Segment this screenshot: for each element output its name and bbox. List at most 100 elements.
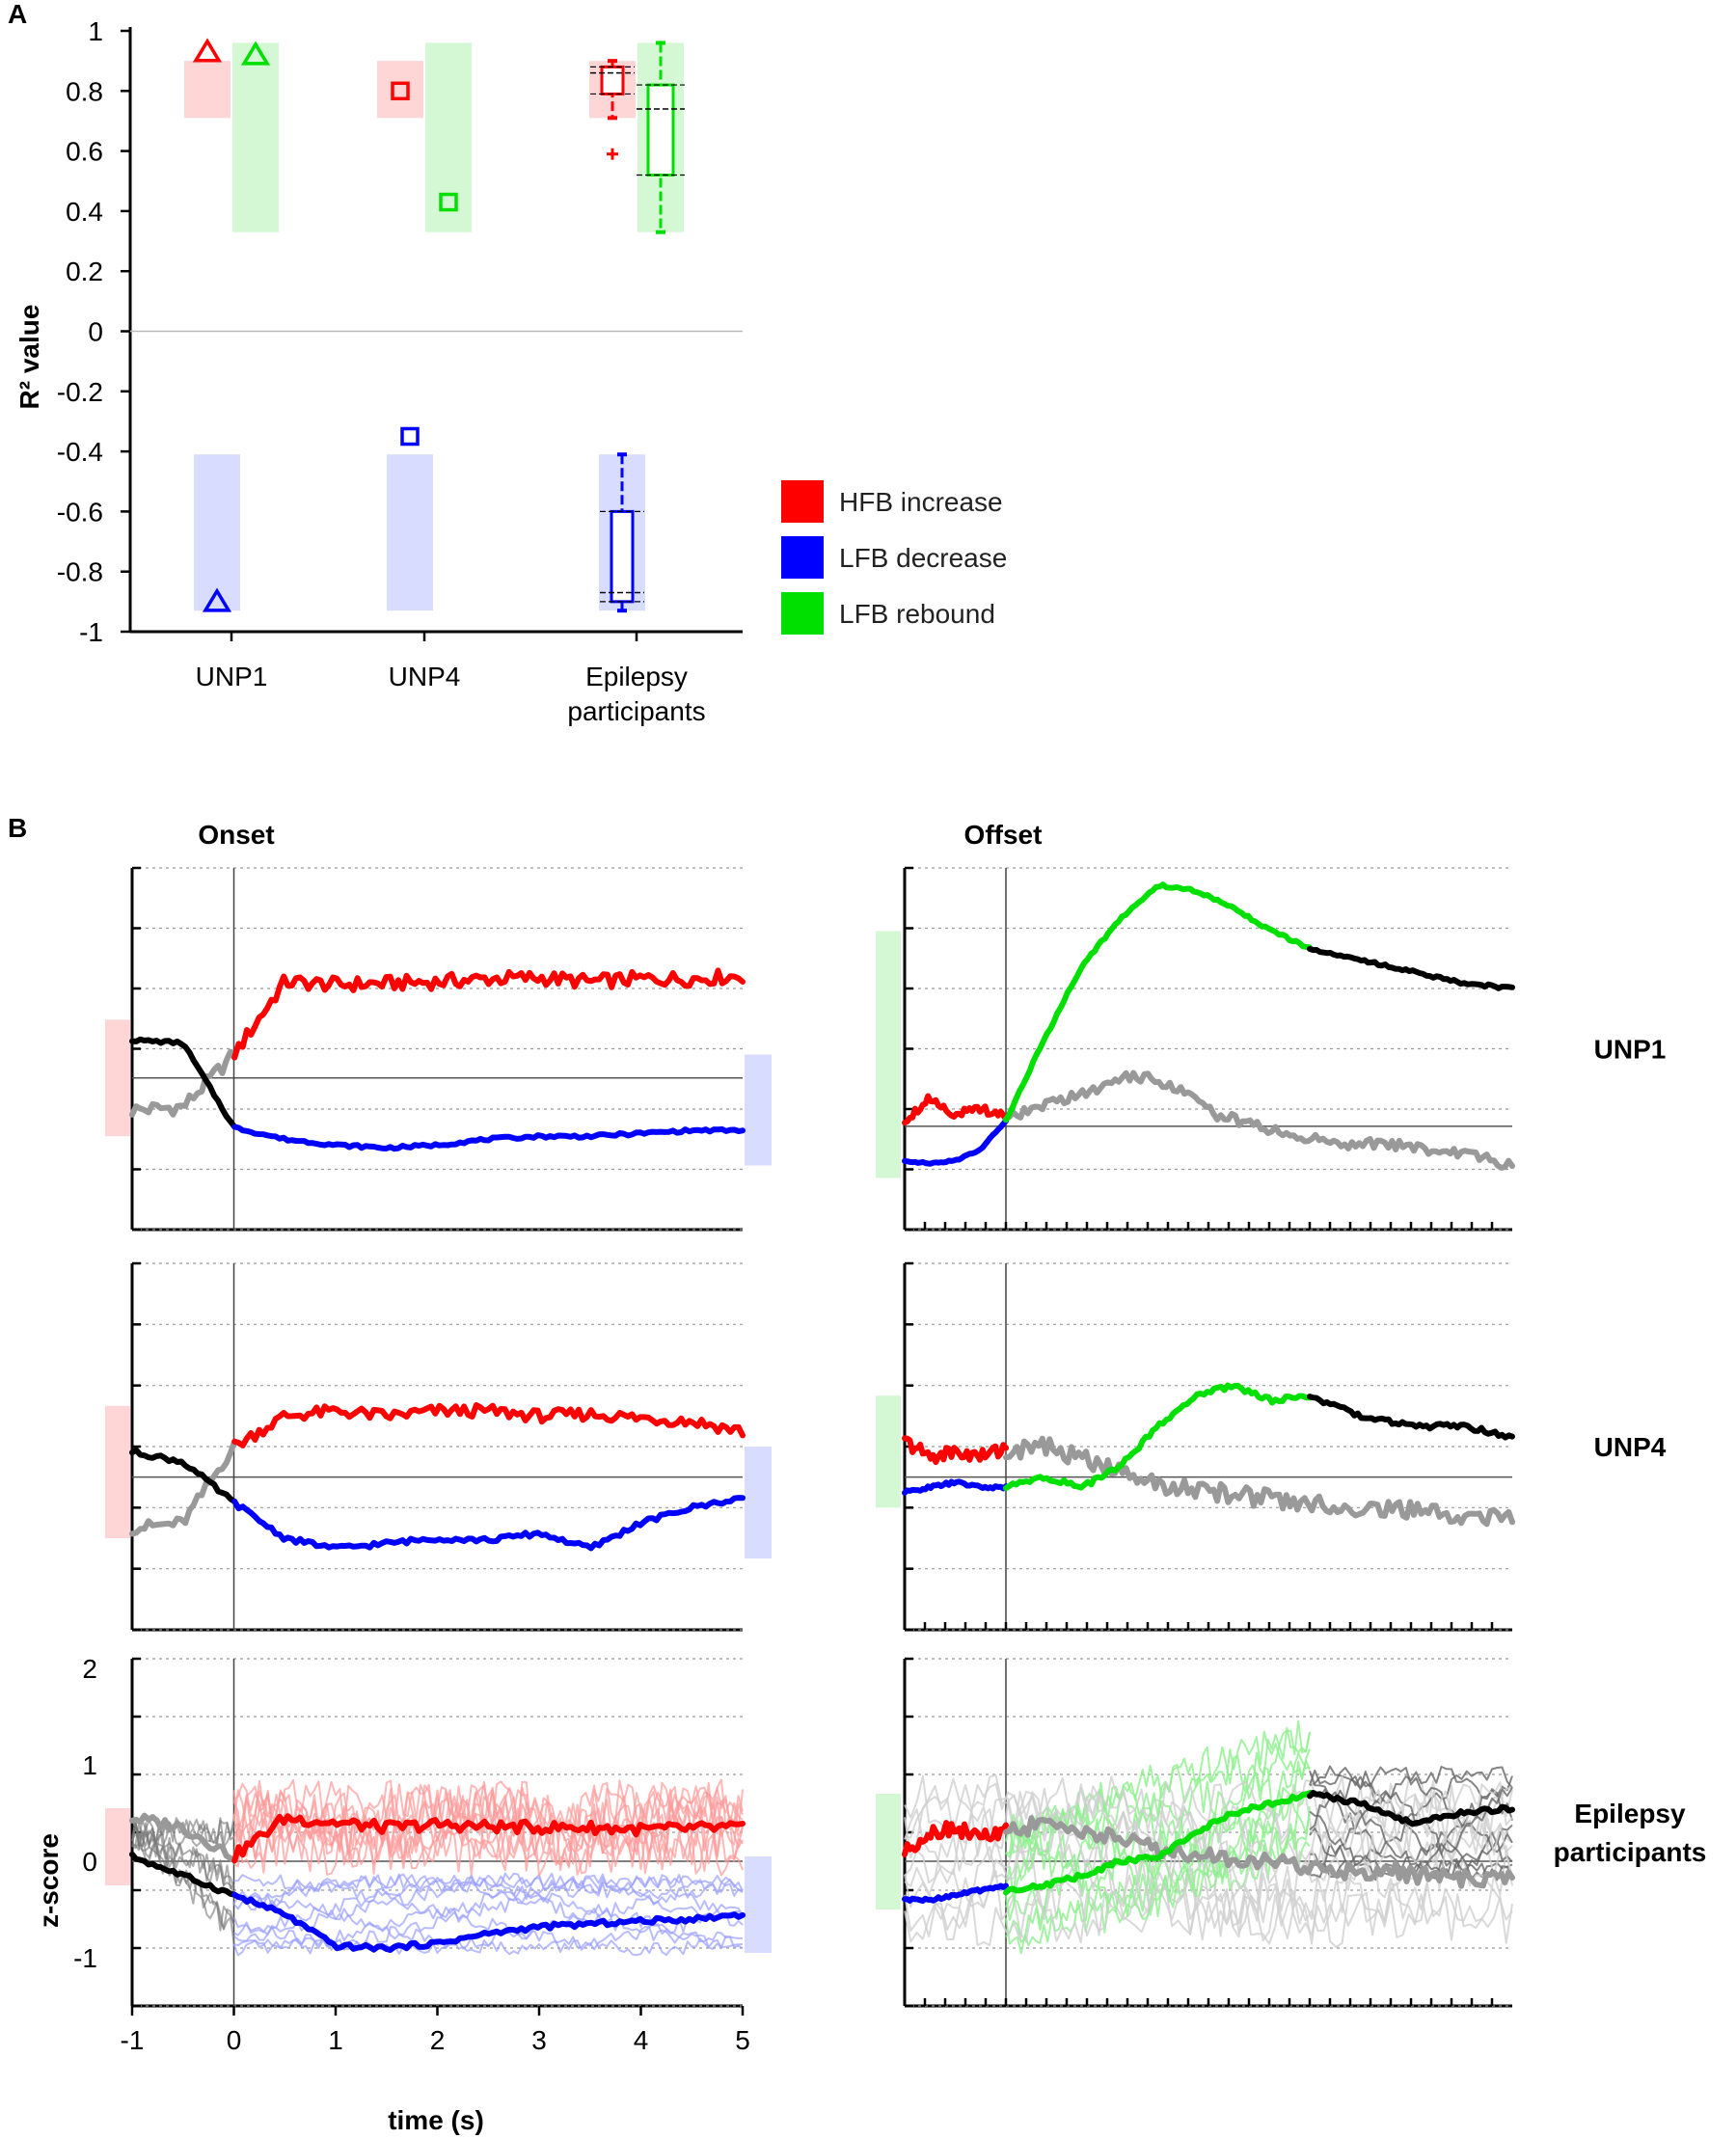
y-tick-label: 0.6 bbox=[66, 137, 103, 167]
panel-b-plot: Onset Offset time (s) z-score UNP1 UNP4 -1… bbox=[34, 820, 1706, 2135]
offset-subplot bbox=[876, 1657, 1515, 2008]
hfb-pre-trace bbox=[129, 1438, 238, 1537]
legend-label: LFB decrease bbox=[839, 543, 1007, 573]
lfb-pre-trace bbox=[129, 1036, 238, 1130]
legend-swatch bbox=[781, 480, 824, 523]
rebound-trace bbox=[1003, 1382, 1313, 1491]
participant-trace bbox=[1005, 1763, 1311, 1943]
onset-subplot bbox=[105, 866, 772, 1232]
hfb-trace bbox=[231, 1813, 746, 1864]
y-tick-label: -0.4 bbox=[57, 437, 103, 467]
legend-swatch bbox=[781, 592, 824, 635]
lfb-pre-offset-trace bbox=[902, 1478, 1009, 1496]
category-label: UNP1 bbox=[196, 662, 268, 691]
hfb-pre-offset-trace bbox=[902, 1820, 1009, 1857]
hfb-after-offset-trace bbox=[1003, 1070, 1515, 1171]
range-band bbox=[425, 42, 472, 232]
panel-a-label: A bbox=[8, 0, 27, 29]
rebound-trace bbox=[1003, 1790, 1313, 1896]
category-label: Epilepsy bbox=[585, 662, 688, 691]
hfb-trace bbox=[231, 1402, 746, 1449]
y-tick-label: 0.4 bbox=[66, 197, 103, 227]
participant-trace bbox=[233, 1874, 744, 1955]
range-band-rebound bbox=[876, 931, 901, 1178]
hfb-pre-offset-trace bbox=[902, 1435, 1009, 1466]
offset-subplot bbox=[876, 1261, 1515, 1632]
participant-trace bbox=[904, 1773, 1513, 1936]
range-band bbox=[194, 454, 240, 611]
hfb-pre-trace bbox=[129, 1048, 238, 1118]
category-label: participants bbox=[567, 696, 705, 726]
row-label: Epilepsy bbox=[1574, 1799, 1686, 1828]
hfb-after-offset-trace bbox=[1003, 1815, 1515, 1889]
square-marker bbox=[400, 426, 420, 447]
onset-subplot: -1 0 1 2 3 4 5 2 1 0 -1 bbox=[73, 1654, 772, 2055]
y-tick-label: 1 bbox=[82, 1750, 97, 1780]
lfb-pre-trace bbox=[129, 1447, 238, 1504]
participant-trace bbox=[1005, 1719, 1311, 1920]
y-tick-label: -1 bbox=[79, 617, 103, 647]
range-band-hfb bbox=[105, 1405, 130, 1538]
y-tick-label: -1 bbox=[73, 1943, 97, 1973]
participant-trace bbox=[233, 1874, 743, 1957]
participant-trace bbox=[1309, 1786, 1513, 1878]
box bbox=[600, 65, 625, 95]
x-tick-label: 5 bbox=[735, 2025, 750, 2055]
range-band-lfb bbox=[745, 1447, 772, 1559]
rebound-late-trace bbox=[1307, 1394, 1515, 1441]
row-label: UNP1 bbox=[1594, 1035, 1667, 1065]
square-marker bbox=[391, 81, 410, 101]
participant-trace bbox=[1005, 1730, 1311, 1934]
x-tick-label: -1 bbox=[121, 2025, 145, 2055]
offset-title: Offset bbox=[964, 820, 1043, 850]
lfb-trace bbox=[231, 1891, 746, 1953]
legend-label: HFB increase bbox=[839, 487, 1003, 517]
row-label: UNP4 bbox=[1594, 1432, 1667, 1462]
range-band-hfb bbox=[105, 1019, 130, 1137]
participant-trace bbox=[232, 1782, 744, 1875]
participant-trace bbox=[232, 1879, 744, 1955]
range-band-rebound bbox=[876, 1395, 901, 1508]
x-tick-label: 4 bbox=[634, 2025, 649, 2055]
box bbox=[610, 509, 635, 604]
y-tick-label: 0 bbox=[82, 1847, 97, 1877]
y-tick-label: -0.6 bbox=[57, 497, 103, 527]
category-label: UNP4 bbox=[389, 662, 461, 691]
lfb-trace bbox=[231, 1124, 746, 1152]
row-label: participants bbox=[1554, 1837, 1707, 1867]
y-tick-label: 0.2 bbox=[66, 257, 103, 286]
x-tick-label: 2 bbox=[430, 2025, 446, 2055]
panel-a-legend: HFB increase LFB decrease LFB rebound bbox=[781, 480, 1007, 635]
y-tick-label: -0.2 bbox=[57, 377, 103, 407]
legend-swatch bbox=[781, 536, 824, 579]
hfb-after-offset-trace bbox=[1003, 1435, 1515, 1528]
participant-trace bbox=[232, 1778, 744, 1871]
y-tick-label: 1 bbox=[88, 16, 103, 46]
panel-b-ylabel: z-score bbox=[34, 1833, 64, 1928]
hfb-pre-offset-trace bbox=[902, 1093, 1009, 1126]
hfb-pre-trace bbox=[129, 1812, 238, 1864]
panel-a-plot: R² value HFB increase LFB decrease LFB reb… bbox=[14, 16, 1007, 726]
range-band bbox=[377, 61, 423, 119]
participant-trace bbox=[232, 1779, 744, 1877]
lfb-pre-offset-trace bbox=[902, 1118, 1009, 1167]
participant-trace bbox=[232, 1873, 744, 1949]
range-band-hfb bbox=[105, 1808, 130, 1885]
hfb-trace bbox=[231, 967, 746, 1061]
triangle-marker bbox=[202, 587, 232, 612]
offset-subplot bbox=[876, 866, 1515, 1232]
range-band-rebound bbox=[876, 1794, 901, 1909]
range-band bbox=[232, 42, 279, 232]
participant-trace bbox=[904, 1775, 1513, 1941]
participant-trace bbox=[232, 1784, 744, 1876]
participant-trace bbox=[232, 1872, 744, 1942]
participant-trace bbox=[1309, 1767, 1513, 1882]
participant-trace bbox=[904, 1781, 1513, 1943]
y-tick-label: 0 bbox=[88, 317, 103, 347]
y-tick-label: -0.8 bbox=[57, 557, 103, 587]
square-marker bbox=[439, 192, 458, 212]
participant-trace bbox=[131, 1823, 235, 1895]
rebound-late-trace bbox=[1307, 946, 1515, 991]
panel-a-ylabel: R² value bbox=[14, 305, 44, 410]
